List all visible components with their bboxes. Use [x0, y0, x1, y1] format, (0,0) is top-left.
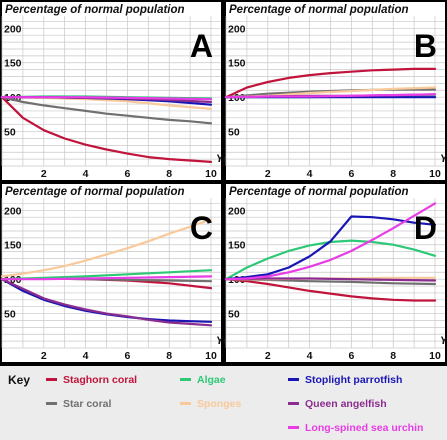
x-tick-label: 10: [429, 168, 441, 180]
panel-background: [2, 184, 221, 362]
chart-title: Percentage of normal population: [229, 186, 409, 198]
x-tick-label: 10: [429, 350, 441, 362]
y-tick-label: 150: [4, 240, 22, 252]
x-tick-label: 10: [205, 350, 217, 362]
legend-swatch: [46, 401, 57, 405]
chart-title: Percentage of normal population: [5, 4, 185, 16]
x-axis-label: Year: [440, 335, 447, 347]
x-tick-label: 8: [390, 350, 396, 362]
legend-item-star-coral: Star coral: [46, 397, 111, 411]
legend-swatch: [288, 401, 299, 405]
legend-label: Long-spined sea urchin: [305, 422, 424, 434]
x-tick-label: 4: [307, 168, 313, 180]
x-tick-label: 4: [83, 168, 89, 180]
series-line-long-spined-sea-urchin: [224, 202, 437, 281]
chart-panel-d: 50100150200246810YearPercentage of norma…: [224, 184, 447, 362]
y-tick-label: 150: [4, 58, 22, 70]
y-tick-label: 50: [228, 309, 240, 321]
x-tick-label: 4: [83, 350, 89, 362]
x-tick-label: 6: [348, 350, 354, 362]
y-tick-label: 200: [4, 23, 22, 35]
legend-item-stoplight-parrotfish: Stoplight parrotfish: [288, 373, 402, 387]
series-line-staghorn-coral: [0, 96, 213, 163]
legend-label: Algae: [197, 374, 226, 386]
x-tick-label: 6: [124, 350, 130, 362]
y-tick-label: 200: [228, 23, 246, 35]
chart-panel-a: 50100150200246810YearPercentage of norma…: [0, 2, 240, 180]
series-line-staghorn-coral: [224, 67, 437, 99]
series-line-star-coral: [0, 96, 213, 125]
legend-swatch: [288, 377, 299, 381]
legend-swatch: [180, 401, 191, 405]
legend-item-long-spined-sea-urchin: Long-spined sea urchin: [288, 421, 423, 435]
panel-letter: B: [414, 28, 437, 64]
chart-panel-b: 50100150200246810YearPercentage of norma…: [224, 2, 447, 180]
chart-grid: 50100150200246810YearPercentage of norma…: [0, 0, 447, 366]
grid: [1, 16, 221, 167]
panel-letter: C: [190, 210, 213, 246]
x-tick-label: 6: [348, 168, 354, 180]
series-line-queen-angelfish: [0, 278, 213, 327]
legend-label: Stoplight parrotfish: [305, 374, 403, 386]
x-tick-label: 2: [41, 350, 47, 362]
legend-label: Star coral: [63, 398, 112, 410]
series-line-long-spined-sea-urchin: [0, 275, 213, 281]
series-line-algae: [0, 269, 213, 281]
grid: [225, 198, 445, 349]
chart-panel-c: 50100150200246810YearPercentage of norma…: [0, 184, 240, 362]
series-line-staghorn-coral: [224, 278, 437, 302]
legend-item-sponges: Sponges: [180, 397, 241, 411]
series-line-queen-angelfish: [224, 277, 437, 282]
series-line-stoplight-parrotfish: [224, 215, 437, 281]
y-tick-label: 50: [228, 127, 240, 139]
x-tick-label: 8: [166, 168, 172, 180]
chart-title: Percentage of normal population: [229, 4, 409, 16]
legend-swatch: [288, 425, 299, 429]
x-tick-label: 2: [265, 168, 271, 180]
x-tick-label: 2: [265, 350, 271, 362]
x-tick-label: 6: [124, 168, 130, 180]
series-line-sponges: [0, 218, 213, 278]
y-tick-label: 150: [228, 240, 246, 252]
y-tick-label: 200: [4, 205, 22, 217]
x-tick-label: 8: [390, 168, 396, 180]
x-axis-label: Year: [440, 153, 447, 165]
panel-background: [2, 2, 221, 180]
legend-swatch: [180, 377, 191, 381]
y-tick-label: 150: [228, 58, 246, 70]
y-tick-label: 50: [4, 127, 16, 139]
series-line-long-spined-sea-urchin: [0, 96, 213, 101]
legend-item-queen-angelfish: Queen angelfish: [288, 397, 387, 411]
legend-item-algae: Algae: [180, 373, 226, 387]
x-tick-label: 10: [205, 168, 217, 180]
legend: Key Staghorn coral Algae Stoplight parro…: [0, 366, 447, 440]
panel-letter: A: [190, 28, 213, 64]
panel-letter: D: [414, 210, 437, 246]
series-line-long-spined-sea-urchin: [224, 93, 437, 99]
legend-title: Key: [8, 373, 31, 387]
y-tick-label: 50: [4, 309, 16, 321]
legend-label: Sponges: [197, 398, 242, 410]
y-tick-label: 200: [228, 205, 246, 217]
panel-background: [226, 184, 445, 362]
legend-swatch: [46, 377, 57, 381]
x-tick-label: 2: [41, 168, 47, 180]
chart-title: Percentage of normal population: [5, 186, 185, 198]
x-tick-label: 4: [307, 350, 313, 362]
legend-label: Staghorn coral: [63, 374, 138, 386]
legend-item-staghorn-coral: Staghorn coral: [46, 373, 137, 387]
legend-label: Queen angelfish: [305, 398, 387, 410]
x-tick-label: 8: [166, 350, 172, 362]
